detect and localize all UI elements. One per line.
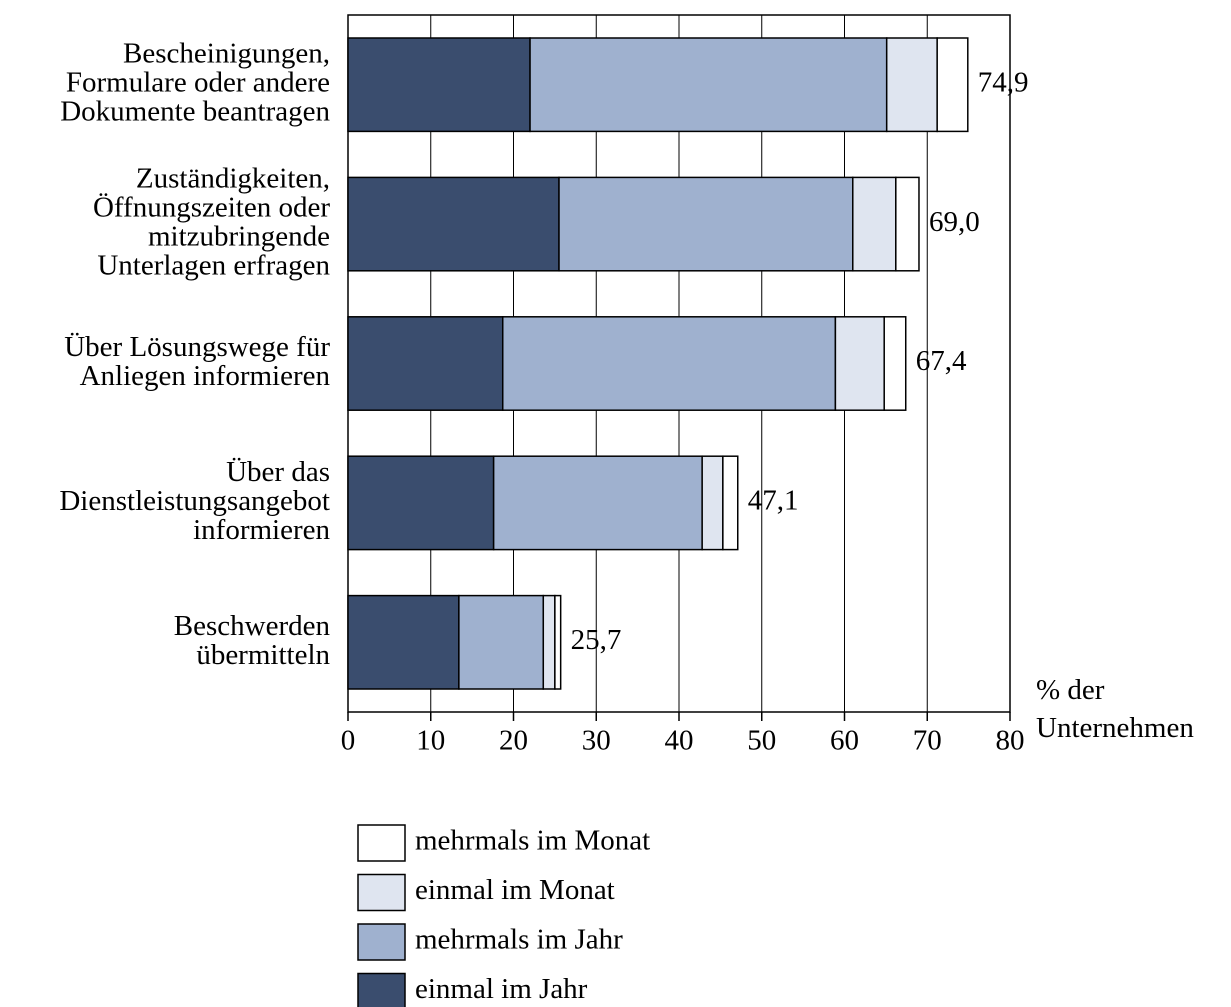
legend-label: einmal im Jahr [415, 973, 588, 1005]
legend-swatch [357, 972, 406, 1007]
bar-segment [558, 176, 854, 272]
x-tick-label: 50 [747, 725, 776, 757]
bar-segment [834, 316, 885, 411]
legend-label: mehrmals im Monat [415, 825, 650, 857]
bar-segment [347, 316, 504, 411]
total-label: 74,9 [978, 66, 1029, 98]
bar-segment [852, 176, 897, 272]
bar-segment [347, 594, 460, 690]
bar-segment [542, 594, 556, 690]
bar-segment [936, 37, 969, 133]
category-label: Über Lösungswege für Anliegen informieren [64, 331, 330, 392]
legend-label: mehrmals im Jahr [415, 924, 623, 956]
total-label: 67,4 [916, 345, 967, 377]
bar-segment [529, 37, 888, 133]
x-tick-label: 20 [499, 725, 528, 757]
bar-segment [722, 455, 739, 551]
x-axis-label: % der Unternehmen [1036, 674, 1194, 744]
x-tick-label: 30 [582, 725, 611, 757]
x-tick-label: 40 [665, 725, 694, 757]
bar-segment [554, 594, 562, 690]
x-tick-label: 80 [996, 725, 1025, 757]
bar-segment [701, 455, 724, 551]
bar-segment [895, 176, 920, 272]
x-tick-label: 0 [341, 725, 356, 757]
bar-segment [347, 37, 531, 133]
bar-segment [458, 594, 545, 690]
category-label: Zuständigkeiten, Öffnungszeiten oder mitzu… [93, 162, 331, 281]
category-label: Beschwerden übermitteln [174, 609, 331, 670]
bar-segment [885, 37, 938, 133]
legend-label: einmal im Monat [415, 874, 615, 906]
total-label: 47,1 [748, 485, 799, 517]
legend-swatch [357, 824, 406, 862]
total-label: 69,0 [929, 206, 980, 238]
x-tick-label: 60 [830, 725, 859, 757]
bar-segment [347, 176, 560, 272]
x-tick-label: 10 [416, 725, 445, 757]
x-tick-label: 70 [913, 725, 942, 757]
legend-swatch [357, 923, 406, 961]
bar-segment [883, 316, 907, 411]
bar-segment [347, 455, 495, 551]
total-label: 25,7 [571, 624, 622, 656]
legend-swatch [357, 873, 406, 912]
category-label: Bescheinigungen, Formulare oder andere Dok… [60, 37, 330, 127]
category-label: Über das Dienstleistungsangebot informiere… [59, 456, 330, 546]
bar-segment [492, 455, 703, 551]
bar-segment [501, 316, 837, 411]
